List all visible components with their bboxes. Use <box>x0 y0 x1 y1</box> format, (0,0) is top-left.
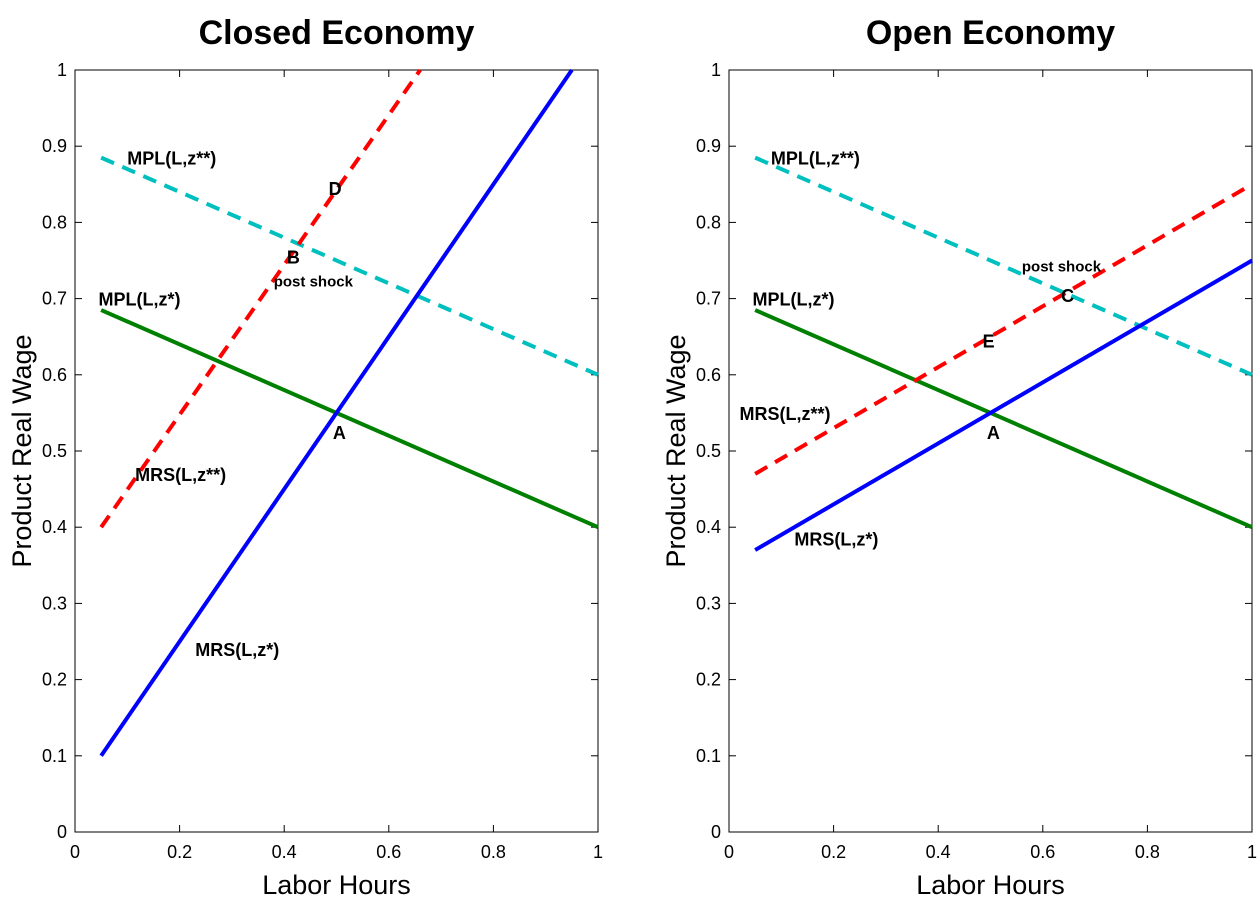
chart-1-annotation-6: E <box>983 332 995 352</box>
chart-0-annotation-3: MRS(L,z*) <box>195 640 279 660</box>
chart-1-y-axis-label: Product Real Wage <box>661 334 691 567</box>
chart-1-plot-frame <box>728 69 1253 833</box>
chart-1-series-line-0 <box>754 308 1253 530</box>
chart-0-y-tick-label: 0.7 <box>42 289 67 309</box>
chart-1-x-tick-label: 0.8 <box>1135 842 1160 862</box>
chart-1-x-tick-label: 1 <box>1247 842 1257 862</box>
chart-1-x-tick-label: 0.6 <box>1030 842 1055 862</box>
chart-0-annotation-7: A <box>333 423 346 443</box>
chart-1-annotation-7: A <box>987 423 1000 443</box>
chart-1-x-tick-label: 0.2 <box>821 842 846 862</box>
chart-0-annotation-2: MRS(L,z**) <box>135 465 226 485</box>
chart-1-y-tick-label: 0 <box>711 822 721 842</box>
chart-0-title: Closed Economy <box>199 14 475 52</box>
chart-0-x-tick-label: 1 <box>593 842 603 862</box>
chart-1-annotation-3: MRS(L,z*) <box>794 530 878 550</box>
open-economy-chart: 0 0.2 0.4 0.6 0.8 1 0 0.1 0.2 0.3 0.4 0.5 0.6 0.7 0.8 0… <box>661 14 1257 900</box>
chart-0-x-tick-label: 0.6 <box>376 842 401 862</box>
chart-0-series-line-0 <box>100 308 599 530</box>
chart-0-annotation-6: post shock <box>274 274 354 291</box>
chart-1-y-tick-label: 0.8 <box>696 212 721 232</box>
chart-0-y-tick-label: 0.1 <box>42 746 67 766</box>
chart-0-x-tick-label: 0.2 <box>167 842 192 862</box>
chart-0-x-axis-label: Labor Hours <box>262 870 411 900</box>
chart-0-y-tick-label: 0.3 <box>42 593 67 613</box>
chart-0-annotation-4: D <box>329 179 342 199</box>
chart-1-annotation-5: C <box>1061 286 1074 306</box>
chart-1-y-tick-label: 0.9 <box>696 136 721 156</box>
chart-0-y-axis-label: Product Real Wage <box>7 334 37 567</box>
chart-1-y-tick-label: 0.1 <box>696 746 721 766</box>
chart-0-annotation-1: MPL(L,z*) <box>99 290 181 310</box>
chart-0-y-tick-label: 0.6 <box>42 365 67 385</box>
chart-1-series-line-3 <box>754 182 1254 476</box>
chart-0-series-line-3 <box>99 68 422 529</box>
chart-0-y-tick-label: 0.9 <box>42 136 67 156</box>
chart-0-y-tick-label: 1 <box>57 60 67 80</box>
chart-1-x-tick-label: 0 <box>724 842 734 862</box>
chart-1-y-tick-label: 0.6 <box>696 365 721 385</box>
chart-1-y-tick-label: 1 <box>711 60 721 80</box>
chart-1-annotation-1: MPL(L,z*) <box>753 290 835 310</box>
chart-1-y-tick-label: 0.4 <box>696 517 721 537</box>
chart-1-y-tick-label: 0.5 <box>696 441 721 461</box>
chart-0-y-tick-label: 0.2 <box>42 670 67 690</box>
chart-0-x-tick-label: 0.8 <box>481 842 506 862</box>
chart-0-y-tick-label: 0.4 <box>42 517 67 537</box>
chart-0-annotation-0: MPL(L,z**) <box>127 149 216 169</box>
chart-0-y-tick-label: 0 <box>57 822 67 842</box>
chart-1-y-tick-label: 0.2 <box>696 670 721 690</box>
chart-1-x-tick-label: 0.4 <box>926 842 951 862</box>
chart-1-y-tick-label: 0.3 <box>696 593 721 613</box>
chart-1-series-line-2 <box>754 258 1254 552</box>
chart-0-series-line-2 <box>99 68 574 757</box>
chart-1-annotation-2: MRS(L,z**) <box>739 404 830 424</box>
chart-0-y-tick-label: 0.8 <box>42 212 67 232</box>
chart-0-x-tick-label: 0 <box>70 842 80 862</box>
chart-1-annotation-4: post shock <box>1022 258 1102 275</box>
closed-economy-chart: 0 0.2 0.4 0.6 0.8 1 0 0.1 0.2 0.3 0.4 0.5 0.6 0.7 0.8 0… <box>7 14 603 900</box>
chart-0-y-tick-label: 0.5 <box>42 441 67 461</box>
chart-0-annotation-5: B <box>287 248 300 268</box>
chart-1-title: Open Economy <box>866 14 1115 52</box>
chart-1-annotation-0: MPL(L,z**) <box>771 149 860 169</box>
chart-1-y-tick-label: 0.7 <box>696 289 721 309</box>
chart-1-x-axis-label: Labor Hours <box>916 870 1065 900</box>
chart-0-x-tick-label: 0.4 <box>272 842 297 862</box>
